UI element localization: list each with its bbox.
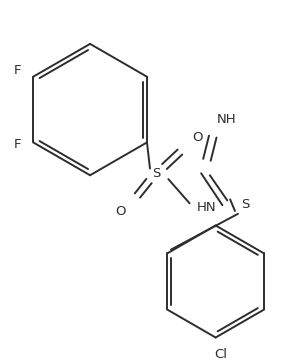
Text: Cl: Cl [214, 348, 227, 361]
Text: F: F [14, 64, 21, 77]
Text: F: F [14, 138, 21, 151]
Text: O: O [192, 131, 203, 144]
Text: O: O [116, 206, 126, 218]
Text: S: S [153, 167, 161, 180]
Text: S: S [241, 198, 250, 211]
Text: HN: HN [197, 201, 217, 214]
Text: NH: NH [216, 113, 236, 126]
